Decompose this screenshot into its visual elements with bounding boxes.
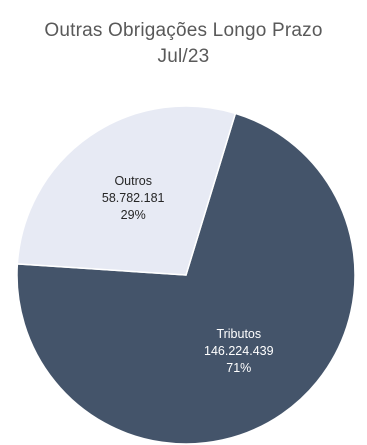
slice-label-tributos-value: 146.224.439 bbox=[204, 344, 274, 358]
slice-label-outros-name: Outros bbox=[114, 174, 152, 188]
slice-label-outros-percent: 29% bbox=[121, 208, 146, 222]
pie-slice-outros bbox=[16, 105, 237, 276]
pie-slice-tributos bbox=[16, 112, 356, 445]
slice-label-tributos-name: Tributos bbox=[216, 327, 261, 341]
chart-title: Outras Obrigações Longo Prazo bbox=[44, 20, 323, 41]
slice-label-outros-value: 58.782.181 bbox=[102, 191, 165, 205]
chart-subtitle: Jul/23 bbox=[157, 46, 210, 67]
slice-label-tributos-percent: 71% bbox=[226, 361, 251, 375]
